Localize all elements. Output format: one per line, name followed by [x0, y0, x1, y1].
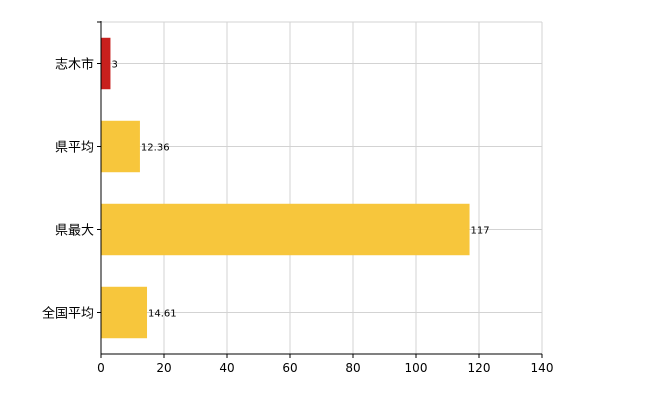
x-tick-label: 100 [405, 361, 428, 375]
x-tick-label: 40 [219, 361, 234, 375]
bar [101, 37, 111, 90]
bars [101, 37, 470, 339]
data-label: 12.36 [141, 143, 170, 154]
x-tick-label: 80 [345, 361, 360, 375]
bar [101, 286, 148, 339]
data-label: 14.61 [148, 309, 177, 320]
x-tick-label: 60 [282, 361, 297, 375]
bar [101, 203, 470, 256]
category-label: 県最大 [55, 224, 94, 239]
x-tick-label: 20 [156, 361, 171, 375]
x-tick-label: 120 [468, 361, 491, 375]
x-tick-label: 140 [531, 361, 554, 375]
category-label: 全国平均 [42, 306, 94, 322]
category-label: 県平均 [55, 141, 94, 156]
bar [101, 120, 140, 173]
grid-lines [101, 21, 543, 354]
category-label: 志木市 [55, 57, 94, 73]
data-label: 3 [111, 60, 117, 71]
axes [97, 21, 543, 358]
data-label: 117 [471, 226, 490, 237]
labels: 志木市 3 県平均 12.36 県最大 117 全国平均 14.61 0 20 40 60 80 100 1… [42, 57, 553, 376]
x-tick-label: 0 [97, 361, 105, 375]
